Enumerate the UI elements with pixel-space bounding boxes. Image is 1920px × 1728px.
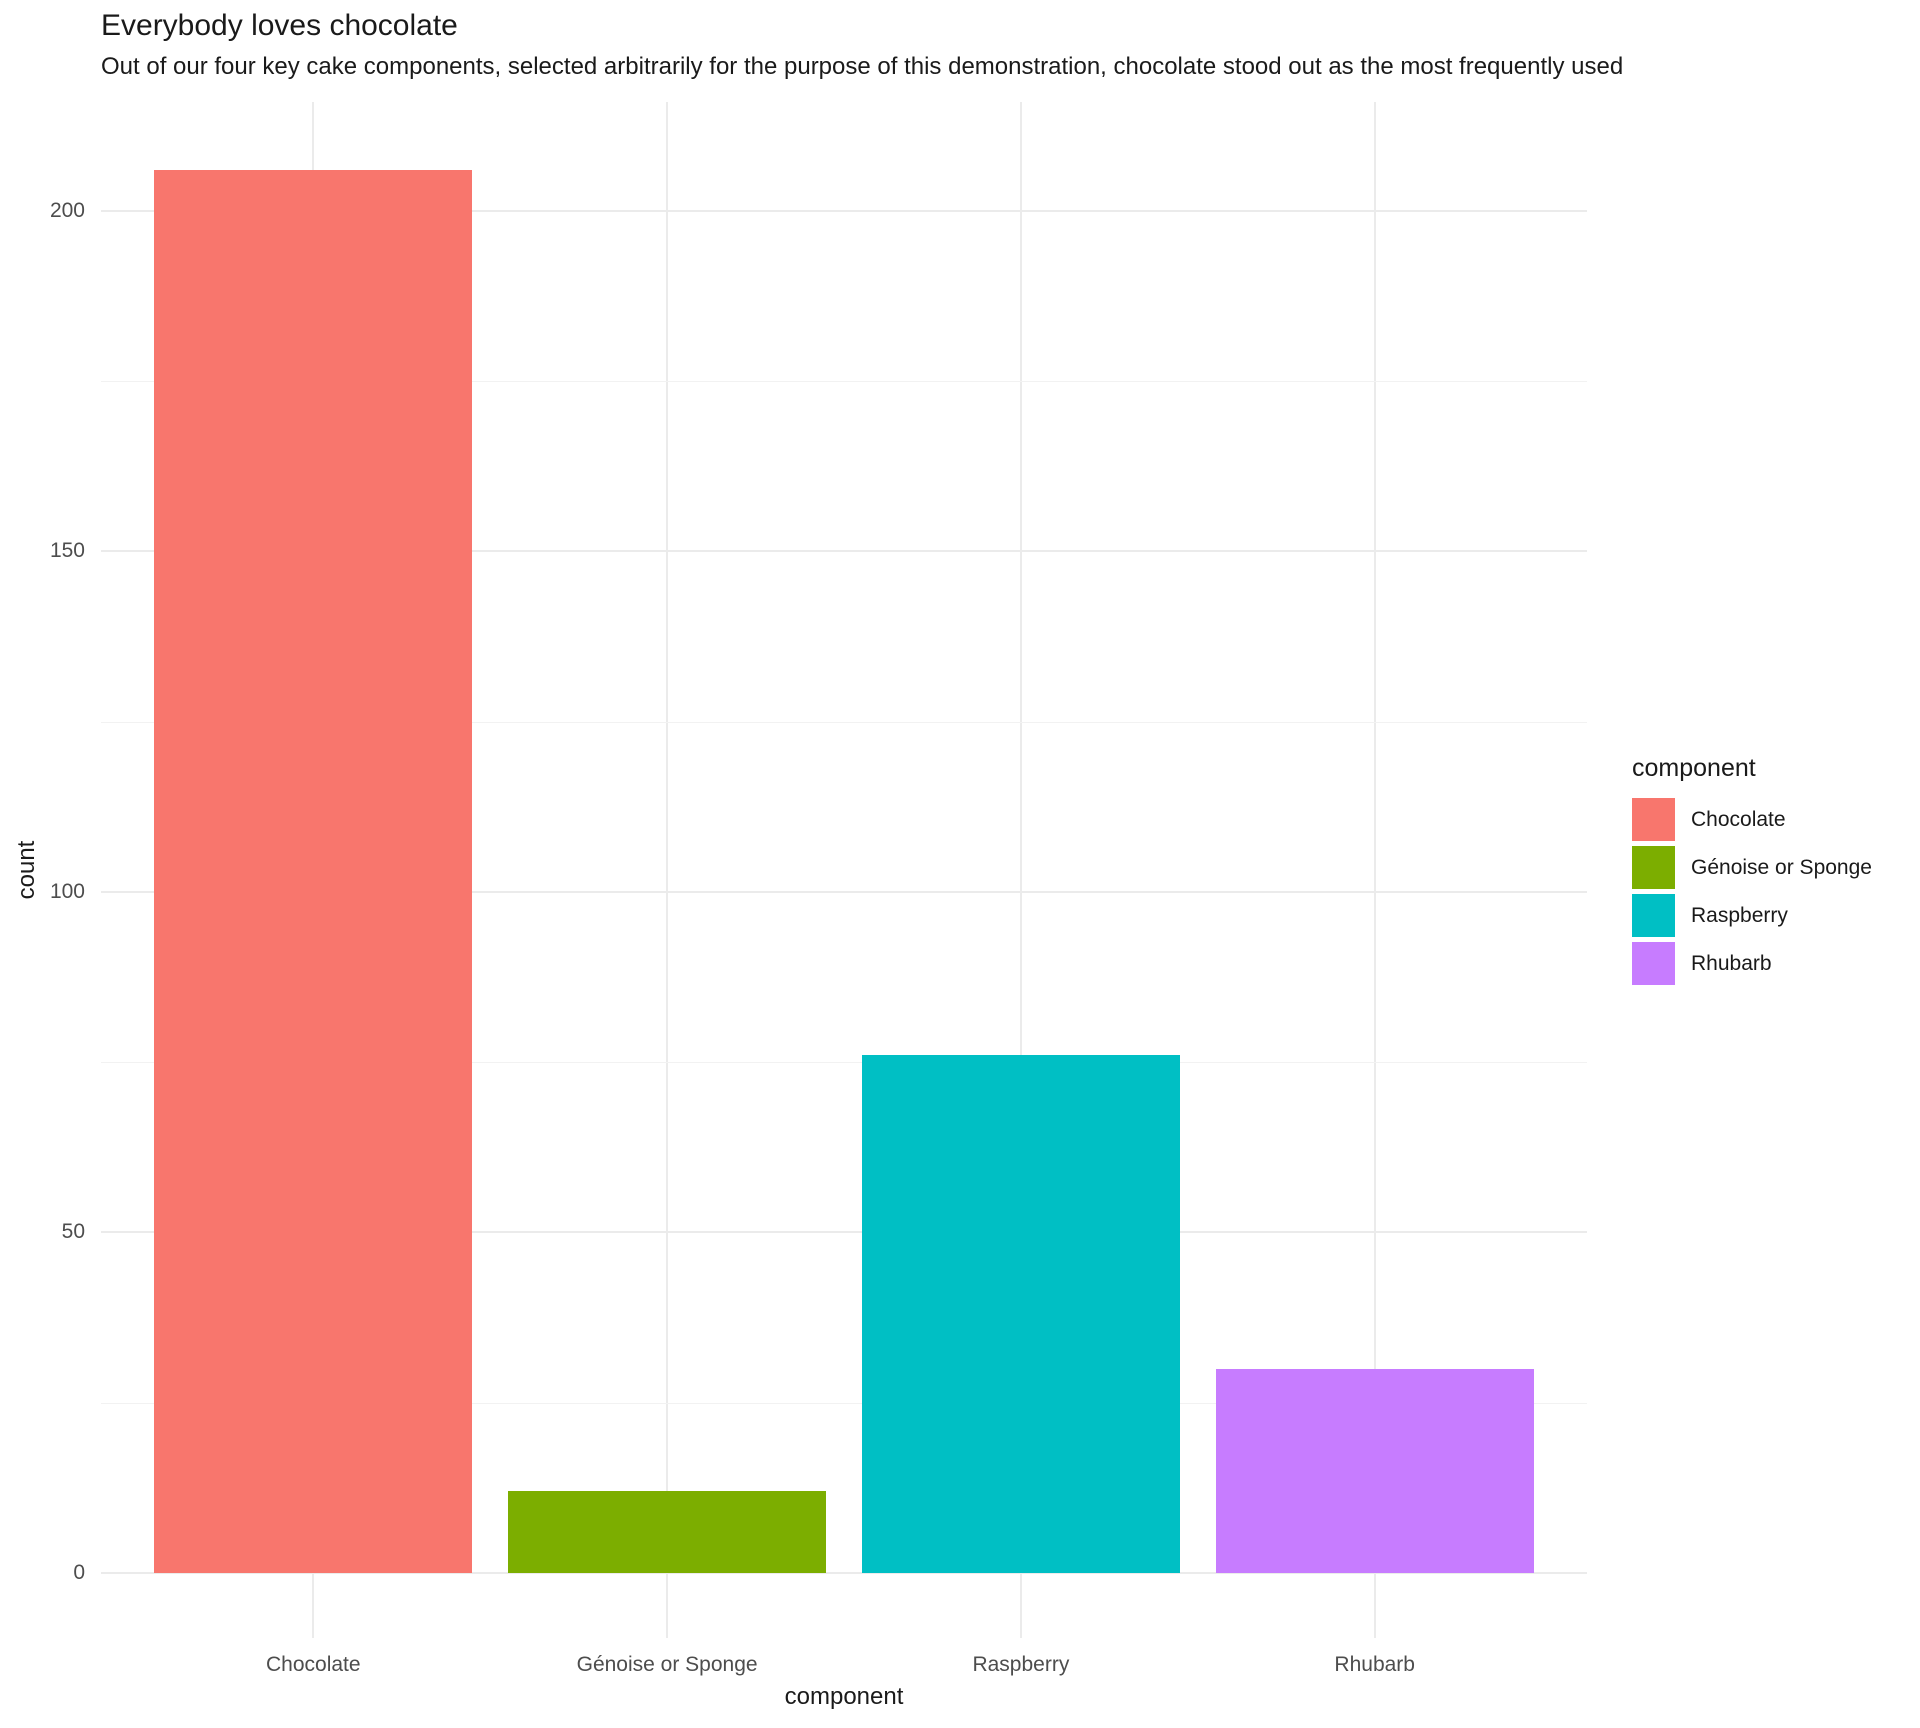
bar-rhubarb xyxy=(1215,1368,1534,1573)
x-tick-label-raspberry: Raspberry xyxy=(972,1653,1070,1676)
y-tick-label-50: 50 xyxy=(61,1220,85,1244)
bar-raspberry xyxy=(861,1055,1181,1573)
legend-items: Chocolate Génoise or Sponge Raspberry Rhuba… xyxy=(1632,798,1872,985)
gridline-major-y200 xyxy=(101,209,1587,212)
legend-item-raspberry: Raspberry xyxy=(1632,894,1872,937)
gridline-major-y150 xyxy=(101,550,1587,553)
gridline-minor-y25 xyxy=(101,1402,1587,1404)
gridline-minor-y175 xyxy=(101,381,1587,383)
y-tick-label-100: 100 xyxy=(49,879,85,903)
gridline-major-y0 xyxy=(101,1572,1587,1574)
bar-chocolate xyxy=(154,170,473,1573)
x-tick-label-rhubarb: Rhubarb xyxy=(1334,1653,1415,1676)
gridline-minor-y75 xyxy=(101,1062,1587,1064)
x-axis-title: component xyxy=(784,1683,904,1710)
legend-title: component xyxy=(1632,754,1756,782)
gridline-vertical-raspberry xyxy=(1019,102,1022,1638)
gridline-vertical-genoise-or-sponge xyxy=(666,102,669,1638)
legend-swatch-raspberry xyxy=(1632,894,1675,937)
y-tick-label-150: 150 xyxy=(49,539,85,563)
gridline-major-y100 xyxy=(101,890,1587,893)
legend-swatch-chocolate xyxy=(1632,798,1675,841)
legend-label-genoise-or-sponge: Génoise or Sponge xyxy=(1691,855,1872,879)
legend: component Chocolate Génoise or Sponge Rasp… xyxy=(1632,752,1872,990)
gridline-vertical-rhubarb xyxy=(1373,102,1376,1638)
gridline-major-y50 xyxy=(101,1231,1587,1234)
chart-title: Everybody loves chocolate xyxy=(101,9,458,42)
legend-swatch-rhubarb xyxy=(1632,942,1675,985)
plot-panel xyxy=(101,102,1587,1638)
chart-subtitle: Out of our four key cake components, sel… xyxy=(101,53,1624,80)
legend-item-genoise-or-sponge: Génoise or Sponge xyxy=(1632,846,1872,889)
legend-label-rhubarb: Rhubarb xyxy=(1691,951,1772,975)
x-tick-label-genoise-or-sponge: Génoise or Sponge xyxy=(576,1653,758,1676)
legend-item-chocolate: Chocolate xyxy=(1632,798,1872,841)
y-tick-label-0: 0 xyxy=(73,1561,85,1584)
bar-genoise-or-sponge xyxy=(507,1491,827,1573)
legend-item-rhubarb: Rhubarb xyxy=(1632,942,1872,985)
legend-label-raspberry: Raspberry xyxy=(1691,903,1788,927)
y-tick-label-200: 200 xyxy=(49,198,85,222)
x-tick-label-chocolate: Chocolate xyxy=(266,1653,361,1676)
legend-swatch-genoise-or-sponge xyxy=(1632,846,1675,889)
gridline-minor-y125 xyxy=(101,721,1587,723)
legend-label-chocolate: Chocolate xyxy=(1691,807,1786,831)
